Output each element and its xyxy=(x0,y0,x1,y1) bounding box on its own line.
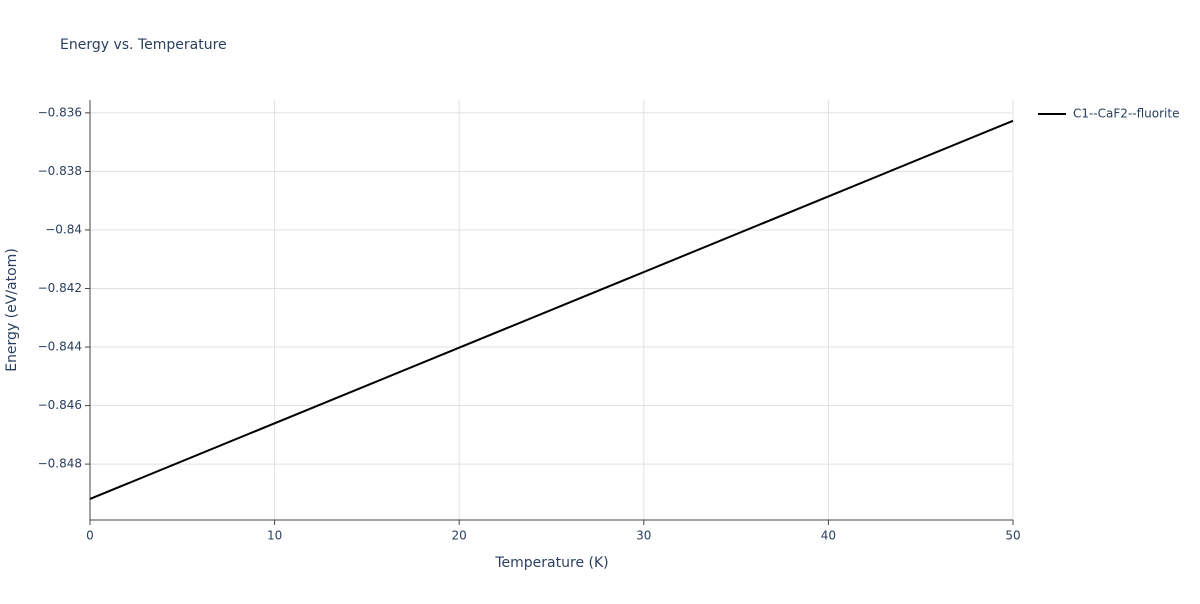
data-line xyxy=(89,119,1014,500)
x-tick-label: 0 xyxy=(86,529,94,543)
x-axis-label: Temperature (K) xyxy=(494,555,608,571)
y-tick-label: −0.848 xyxy=(38,457,82,471)
y-tick-label: −0.838 xyxy=(38,164,82,178)
chart-title: Energy vs. Temperature xyxy=(60,37,227,53)
y-tick-label: −0.844 xyxy=(38,340,82,354)
y-axis-label: Energy (eV/atom) xyxy=(4,248,20,372)
x-tick-label: 50 xyxy=(1005,529,1020,543)
y-tick-label: −0.836 xyxy=(38,105,82,119)
x-tick-label: 20 xyxy=(452,529,467,543)
x-tick-label: 30 xyxy=(636,529,651,543)
legend-label: C1--CaF2--fluorite xyxy=(1073,107,1179,121)
x-tick-label: 40 xyxy=(821,529,836,543)
y-tick-label: −0.846 xyxy=(38,398,82,412)
x-tick-label: 10 xyxy=(267,529,282,543)
y-tick-label: −0.84 xyxy=(45,222,82,236)
y-tick-label: −0.842 xyxy=(38,281,82,295)
